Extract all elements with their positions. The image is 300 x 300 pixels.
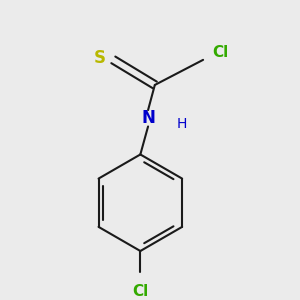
Text: Cl: Cl: [132, 284, 148, 299]
Text: S: S: [94, 49, 106, 67]
Text: Cl: Cl: [212, 45, 228, 60]
Text: H: H: [177, 117, 188, 130]
Text: N: N: [141, 109, 155, 127]
